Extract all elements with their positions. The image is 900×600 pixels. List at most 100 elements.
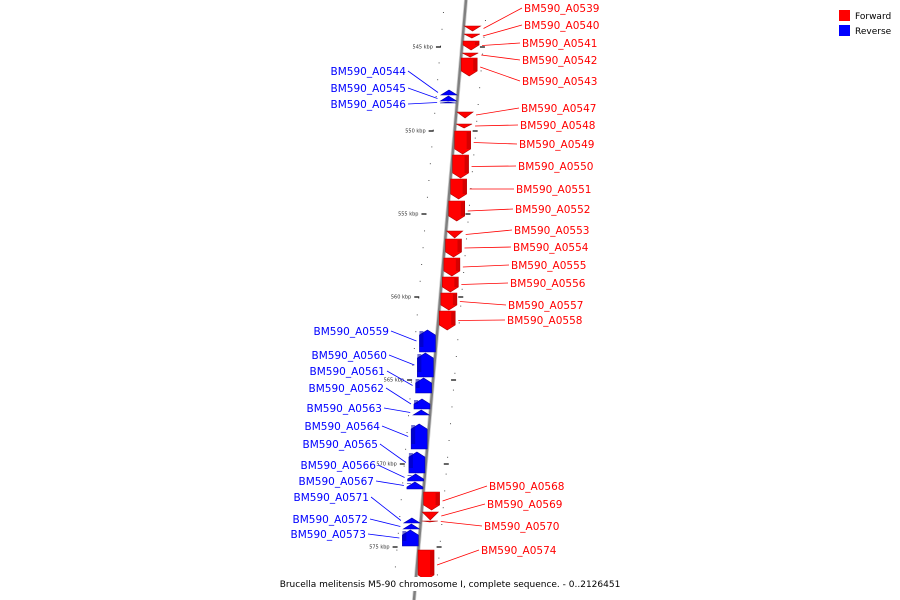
gene-feature[interactable] bbox=[406, 481, 424, 490]
gene-label[interactable]: BM590_A0550 bbox=[518, 161, 593, 173]
gene-feature[interactable] bbox=[415, 377, 432, 394]
forward-gene-arrow[interactable] bbox=[455, 123, 473, 129]
gene-label[interactable]: BM590_A0569 bbox=[487, 499, 562, 511]
reverse-gene-arrow[interactable] bbox=[408, 451, 426, 474]
forward-gene-arrow[interactable] bbox=[462, 52, 479, 58]
gene-label[interactable]: BM590_A0543 bbox=[522, 76, 597, 88]
gene-label[interactable]: BM590_A0560 bbox=[312, 350, 387, 362]
gene-feature[interactable] bbox=[456, 111, 474, 119]
gene-feature[interactable] bbox=[452, 154, 469, 179]
gene-label[interactable]: BM590_A0562 bbox=[309, 383, 384, 395]
gene-feature[interactable] bbox=[442, 276, 459, 293]
gene-label[interactable]: BM590_A0557 bbox=[508, 300, 583, 312]
reverse-gene-arrow[interactable] bbox=[419, 329, 436, 353]
gene-label[interactable]: BM590_A0558 bbox=[507, 315, 582, 327]
forward-gene-arrow[interactable] bbox=[463, 25, 482, 32]
gene-label[interactable]: BM590_A0542 bbox=[522, 55, 597, 67]
gene-feature[interactable] bbox=[440, 292, 458, 311]
gene-label[interactable]: BM590_A0555 bbox=[511, 260, 586, 272]
reverse-gene-arrow[interactable] bbox=[440, 101, 457, 104]
gene-label[interactable]: BM590_A0559 bbox=[314, 326, 389, 338]
reverse-gene-arrow[interactable] bbox=[412, 409, 431, 416]
gene-feature[interactable] bbox=[460, 57, 478, 77]
gene-feature[interactable] bbox=[417, 352, 434, 378]
gene-feature[interactable] bbox=[413, 398, 431, 410]
forward-gene-arrow[interactable] bbox=[448, 200, 466, 222]
gene-feature[interactable] bbox=[440, 101, 457, 104]
gene-label[interactable]: BM590_A0568 bbox=[489, 481, 564, 493]
gene-feature[interactable] bbox=[402, 529, 419, 547]
reverse-gene-arrow[interactable] bbox=[406, 481, 424, 490]
reverse-gene-arrow[interactable] bbox=[413, 398, 431, 410]
gene-label[interactable]: BM590_A0564 bbox=[305, 421, 381, 433]
gene-feature[interactable] bbox=[439, 95, 458, 102]
gene-label[interactable]: BM590_A0574 bbox=[481, 545, 557, 557]
gene-feature[interactable] bbox=[412, 409, 431, 416]
gene-label[interactable]: BM590_A0541 bbox=[522, 38, 597, 50]
gene-label[interactable]: BM590_A0552 bbox=[515, 204, 590, 216]
gene-label[interactable]: BM590_A0567 bbox=[299, 476, 374, 488]
gene-feature[interactable] bbox=[408, 451, 426, 474]
minor-tick-left bbox=[394, 566, 396, 568]
gene-label[interactable]: BM590_A0556 bbox=[510, 278, 586, 290]
reverse-gene-arrow[interactable] bbox=[402, 517, 421, 524]
forward-gene-arrow[interactable] bbox=[456, 111, 474, 119]
gene-feature[interactable] bbox=[402, 523, 421, 530]
gene-label[interactable]: BM590_A0549 bbox=[519, 139, 594, 151]
gene-label[interactable]: BM590_A0572 bbox=[293, 514, 368, 526]
forward-gene-arrow[interactable] bbox=[421, 511, 440, 521]
label-leader-line bbox=[383, 407, 411, 413]
forward-gene-arrow[interactable] bbox=[438, 310, 456, 331]
reverse-gene-arrow[interactable] bbox=[407, 473, 424, 482]
forward-gene-arrow[interactable] bbox=[445, 230, 464, 239]
gene-label[interactable]: BM590_A0540 bbox=[524, 20, 599, 32]
gene-feature[interactable] bbox=[410, 423, 428, 450]
forward-gene-arrow[interactable] bbox=[442, 276, 459, 293]
gene-feature[interactable] bbox=[445, 238, 462, 258]
gene-feature[interactable] bbox=[455, 123, 473, 129]
gene-label[interactable]: BM590_A0565 bbox=[303, 439, 378, 451]
gene-label[interactable]: BM590_A0545 bbox=[331, 83, 406, 95]
forward-gene-arrow[interactable] bbox=[421, 520, 438, 523]
gene-arrow-shading bbox=[402, 531, 407, 541]
gene-label[interactable]: BM590_A0573 bbox=[291, 529, 366, 541]
gene-feature[interactable] bbox=[463, 33, 481, 39]
gene-feature[interactable] bbox=[448, 200, 466, 222]
gene-label[interactable]: BM590_A0571 bbox=[294, 492, 369, 504]
gene-label[interactable]: BM590_A0539 bbox=[524, 3, 599, 15]
gene-feature[interactable] bbox=[445, 230, 464, 239]
gene-feature[interactable] bbox=[402, 517, 421, 524]
gene-label[interactable]: BM590_A0551 bbox=[516, 184, 591, 196]
gene-label[interactable]: BM590_A0561 bbox=[310, 366, 385, 378]
reverse-gene-arrow[interactable] bbox=[417, 352, 434, 378]
gene-label[interactable]: BM590_A0546 bbox=[331, 99, 407, 111]
gene-label[interactable]: BM590_A0554 bbox=[513, 242, 589, 254]
gene-feature[interactable] bbox=[443, 257, 461, 277]
gene-feature[interactable] bbox=[450, 178, 467, 200]
gene-label[interactable]: BM590_A0544 bbox=[331, 66, 407, 78]
gene-feature[interactable] bbox=[463, 25, 482, 32]
forward-gene-arrow[interactable] bbox=[463, 33, 481, 39]
gene-feature[interactable] bbox=[407, 473, 424, 482]
gene-feature[interactable] bbox=[438, 310, 456, 331]
gene-feature[interactable] bbox=[421, 520, 438, 523]
forward-gene-arrow[interactable] bbox=[460, 57, 478, 77]
reverse-gene-arrow[interactable] bbox=[402, 523, 421, 530]
reverse-gene-arrow[interactable] bbox=[439, 89, 459, 96]
gene-feature[interactable] bbox=[462, 40, 480, 51]
gene-label[interactable]: BM590_A0566 bbox=[301, 460, 377, 472]
gene-feature[interactable] bbox=[439, 89, 459, 96]
gene-feature[interactable] bbox=[423, 491, 440, 511]
gene-label[interactable]: BM590_A0548 bbox=[520, 120, 595, 132]
gene-feature[interactable] bbox=[417, 549, 435, 581]
gene-feature[interactable] bbox=[462, 52, 479, 58]
reverse-gene-arrow[interactable] bbox=[439, 95, 458, 102]
gene-feature[interactable] bbox=[454, 130, 471, 155]
gene-feature[interactable] bbox=[419, 329, 436, 353]
gene-label[interactable]: BM590_A0547 bbox=[521, 103, 596, 115]
gene-feature[interactable] bbox=[421, 511, 440, 521]
gene-label[interactable]: BM590_A0563 bbox=[307, 403, 382, 415]
gene-label[interactable]: BM590_A0553 bbox=[514, 225, 589, 237]
gene-label[interactable]: BM590_A0570 bbox=[484, 521, 559, 533]
